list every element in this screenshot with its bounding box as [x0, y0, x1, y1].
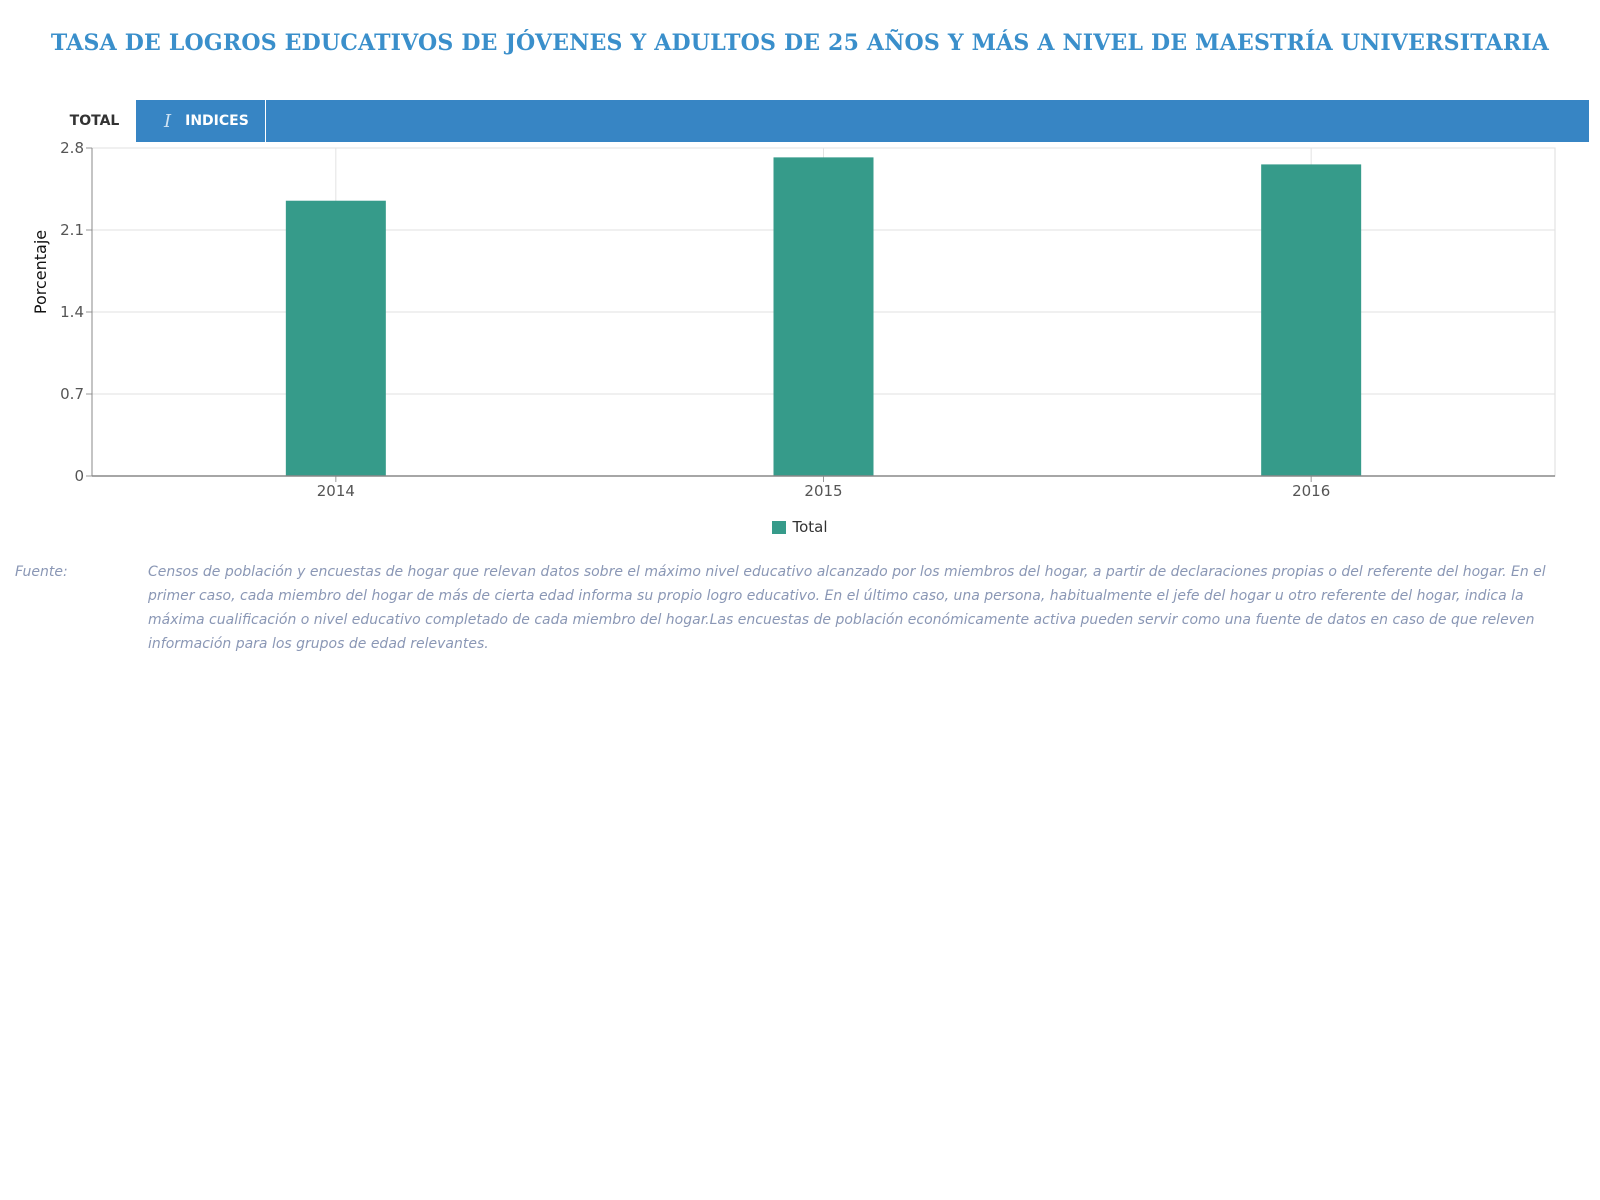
- y-tick-label: 1.4: [60, 303, 84, 321]
- y-tick-label: 2.8: [60, 140, 84, 157]
- y-axis-label: Porcentaje: [31, 230, 50, 314]
- y-tick-label: 2.1: [60, 221, 84, 239]
- legend-swatch: [772, 520, 787, 534]
- tab-total[interactable]: TOTAL: [53, 100, 136, 142]
- y-tick-label: 0.7: [60, 385, 84, 403]
- bar-2014: [285, 200, 386, 476]
- cursor-text-icon: I: [164, 110, 172, 132]
- bar-chart: 0 0.7 1.4 2.1 2.8 2014 2015 2016 Porcentaje: [31, 140, 1556, 500]
- tab-bar: TOTAL I INDICES: [53, 100, 1589, 142]
- x-tick-label: 2015: [804, 482, 842, 500]
- x-tick-label: 2014: [317, 482, 355, 500]
- tab-total-label: TOTAL: [69, 113, 120, 129]
- source-label: Fuente:: [15, 564, 68, 580]
- source-text: Censos de población y encuestas de hogar…: [148, 564, 1546, 652]
- bar-2015: [773, 157, 874, 476]
- tab-indices-label: INDICES: [185, 113, 249, 129]
- legend-label: Total: [792, 518, 828, 536]
- legend[interactable]: Total: [0, 518, 1600, 536]
- tab-indices[interactable]: I INDICES: [136, 100, 266, 142]
- page-title: TASA DE LOGROS EDUCATIVOS DE JÓVENES Y A…: [50, 30, 1550, 56]
- y-tick-label: 0: [74, 467, 84, 485]
- x-tick-label: 2016: [1292, 482, 1330, 500]
- bar-2016: [1261, 164, 1362, 476]
